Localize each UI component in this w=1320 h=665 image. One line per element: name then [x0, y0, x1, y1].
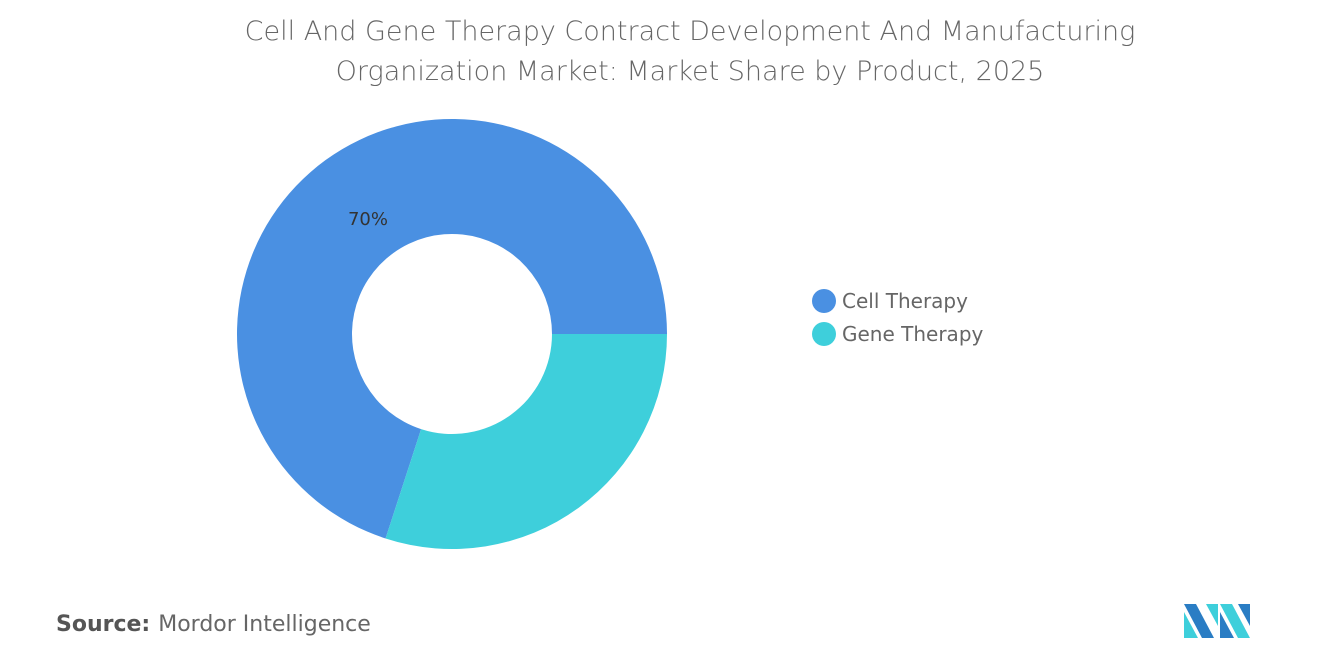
- legend-label: Gene Therapy: [842, 321, 984, 346]
- legend-item-gene-therapy[interactable]: Gene Therapy: [812, 317, 983, 350]
- legend-item-cell-therapy[interactable]: Cell Therapy: [812, 284, 983, 317]
- legend: Cell Therapy Gene Therapy: [812, 284, 983, 350]
- title-line-2: Organization Market: Market Share by Pro…: [335, 56, 1045, 87]
- legend-label: Cell Therapy: [842, 288, 968, 313]
- chart-title: Cell And Gene Therapy Contract Developme…: [0, 12, 1320, 92]
- legend-swatch: [812, 288, 836, 313]
- slice-cell-therapy[interactable]: [237, 119, 667, 539]
- mordor-intelligence-logo: [1184, 604, 1250, 638]
- title-line-1: Cell And Gene Therapy Contract Developme…: [244, 16, 1136, 47]
- data-label-cell-therapy: 70%: [348, 209, 388, 230]
- source-note: Source: Mordor Intelligence: [56, 612, 371, 637]
- legend-swatch: [812, 321, 836, 346]
- source-label: Source:: [56, 612, 151, 637]
- slice-gene-therapy[interactable]: [385, 334, 667, 550]
- source-value: Mordor Intelligence: [158, 612, 371, 637]
